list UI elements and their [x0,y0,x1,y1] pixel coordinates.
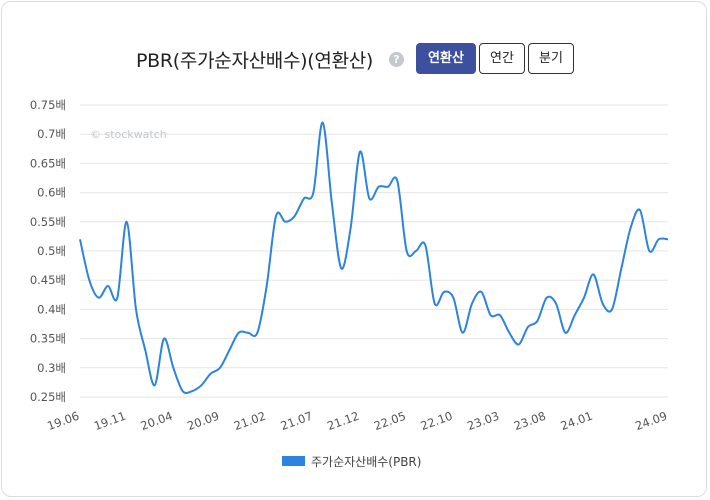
chart-title: PBR(주가순자산배수)(연환산) [136,50,374,72]
x-tick-label: 20.09 [185,409,221,433]
help-icon[interactable]: ? [389,52,404,67]
x-tick-label: 24.01 [559,409,595,433]
x-tick-label: 19.11 [92,409,128,433]
x-tick-label: 23.03 [465,409,501,433]
x-tick-label: 21.12 [325,409,361,433]
y-tick-label: 0.4배 [37,302,66,316]
y-tick-label: 0.5배 [37,244,66,258]
annualized-button[interactable]: 연환산 [416,43,476,74]
y-tick-label: 0.25배 [30,390,66,404]
x-tick-label: 23.08 [512,409,548,433]
x-tick-label: 20.04 [139,409,175,433]
x-tick-label: 22.05 [372,409,408,433]
x-tick-label: 21.02 [232,409,268,433]
x-tick-label: 24.09 [633,409,669,433]
y-tick-label: 0.45배 [30,273,66,287]
legend-label[interactable]: 주가순자산배수(PBR) [311,455,422,469]
annual-button[interactable]: 연간 [479,43,525,74]
x-tick-label: 19.06 [45,409,81,433]
y-tick-label: 0.6배 [37,186,66,200]
x-tick-label: 22.10 [419,409,455,433]
pbr-series-line [79,121,669,395]
y-tick-label: 0.35배 [30,332,66,346]
watermark: © stockwatch [90,128,167,141]
y-tick-label: 0.75배 [30,98,66,112]
legend-swatch[interactable] [282,456,305,466]
x-tick-label: 21.07 [279,409,315,433]
y-tick-label: 0.7배 [37,127,66,141]
quarterly-button[interactable]: 분기 [528,43,574,74]
y-tick-label: 0.55배 [30,215,66,229]
y-tick-label: 0.65배 [30,156,66,170]
y-tick-label: 0.3배 [37,361,66,375]
